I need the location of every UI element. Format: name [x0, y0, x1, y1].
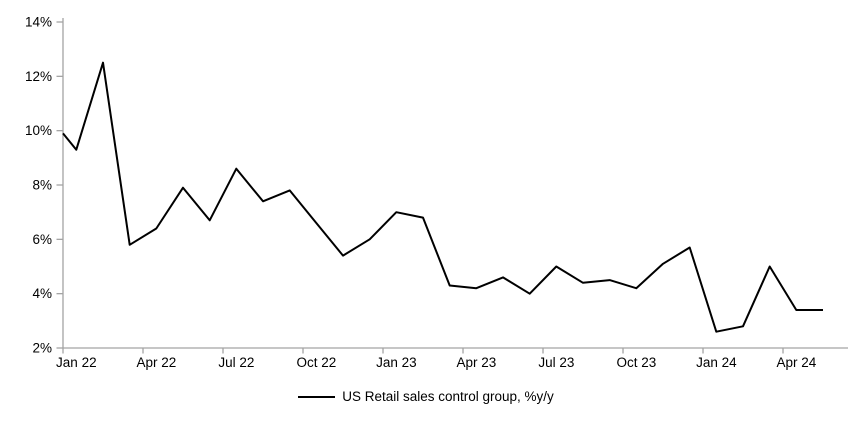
chart-legend: US Retail sales control group, %y/y — [0, 389, 852, 404]
y-axis-tick-label: 8% — [32, 177, 52, 192]
chart-svg: 14% 12% 10% 8% 6% 4% 2% Jan 22 Apr 22 Jul 22 Oct 2… — [25, 14, 848, 370]
x-axis-tick-label: Oct 23 — [616, 355, 656, 370]
series-line-retail-sales — [62, 61, 823, 333]
y-axis-tick-label: 6% — [32, 232, 52, 247]
x-axis-tick-label: Jan 24 — [696, 355, 737, 370]
legend-label: US Retail sales control group, %y/y — [342, 389, 554, 404]
y-axis-tick-label: 10% — [25, 123, 52, 138]
y-axis-tick-label: 2% — [32, 341, 52, 356]
x-axis-tick-label: Apr 23 — [456, 355, 496, 370]
y-axis-tick-label: 12% — [25, 69, 52, 84]
legend-line-swatch — [298, 395, 336, 398]
x-axis-tick-label: Jul 23 — [538, 355, 574, 370]
x-axis-tick-label: Apr 24 — [776, 355, 816, 370]
y-axis-tick-label: 4% — [32, 286, 52, 301]
x-axis-tick-label: Apr 22 — [136, 355, 176, 370]
x-axis-tick-label: Jan 23 — [376, 355, 417, 370]
x-axis-tick-label: Jul 22 — [218, 355, 254, 370]
x-axis-tick-label: Jan 22 — [56, 355, 97, 370]
x-axis-tick-label: Oct 22 — [296, 355, 336, 370]
y-axis-tick-label: 14% — [25, 14, 52, 29]
